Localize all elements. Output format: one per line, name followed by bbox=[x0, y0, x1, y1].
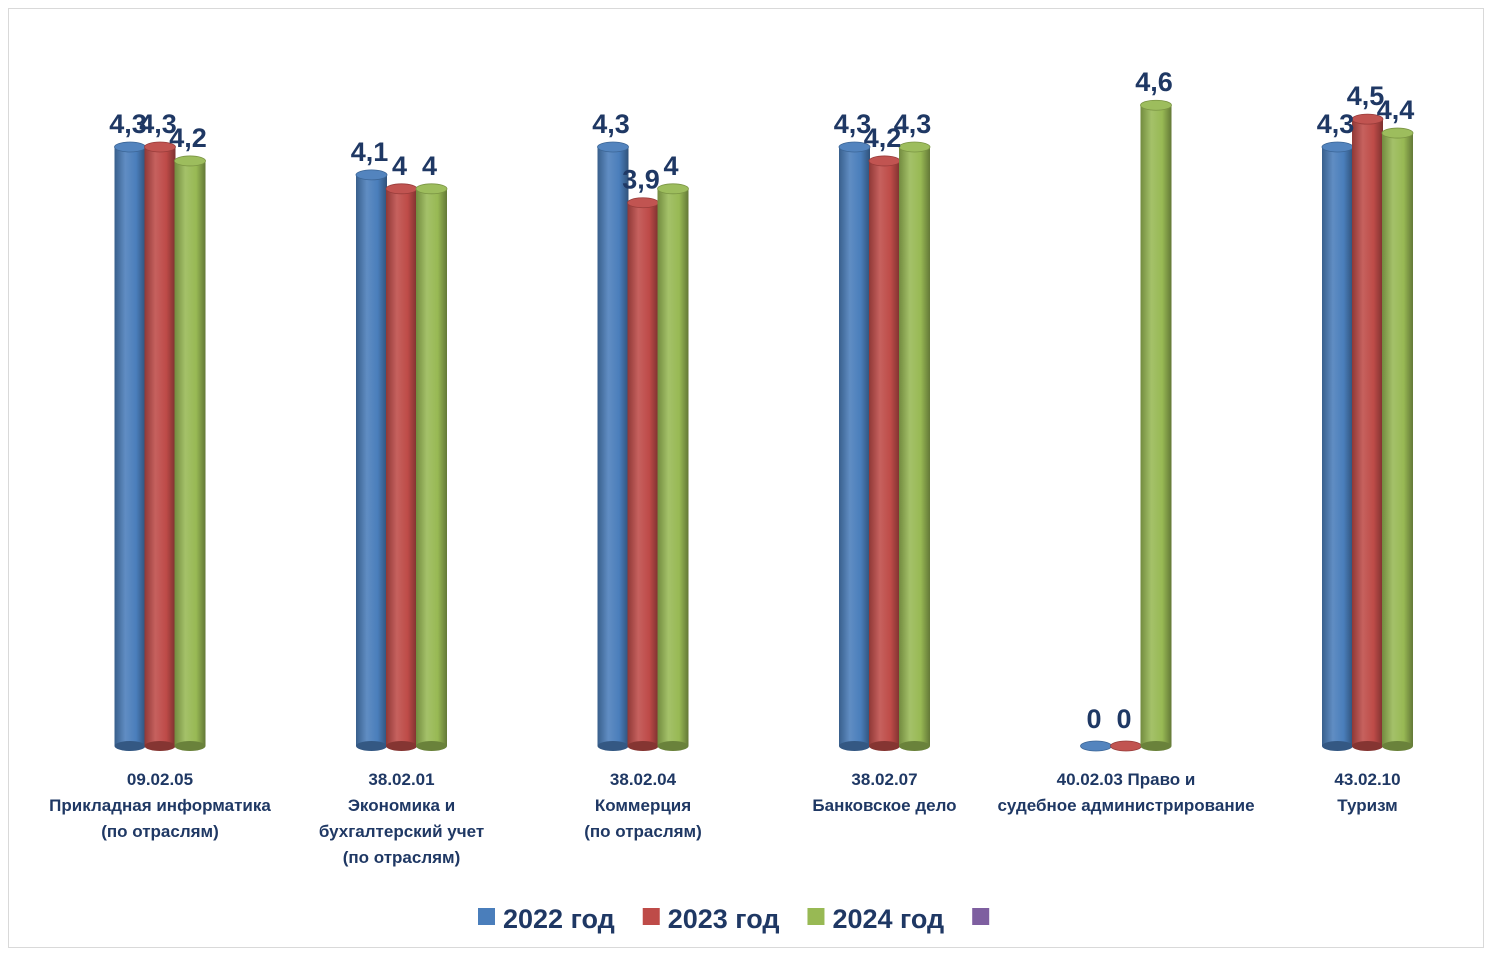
value-label-3-series-2: 3,9 bbox=[622, 165, 660, 195]
category-label-3: 38.02.04 Коммерция (по отраслям) bbox=[584, 770, 702, 841]
bar-5-series-1 bbox=[1080, 740, 1112, 752]
category-label-1: 09.02.05 Прикладная информатика (по отрасл… bbox=[49, 770, 271, 841]
value-label-5-series-1: 0 bbox=[1086, 704, 1101, 734]
bar-2-series-1 bbox=[355, 169, 388, 751]
bars-layer bbox=[114, 99, 1414, 752]
value-label-4-series-3: 4,3 bbox=[894, 109, 932, 139]
legend-label-2: 2023 год bbox=[668, 904, 780, 934]
category-labels-layer: 09.02.05 Прикладная информатика (по отрасл… bbox=[49, 770, 1400, 867]
legend-item-1: 2022 год bbox=[478, 904, 615, 934]
bar-1-series-1 bbox=[114, 141, 146, 751]
value-label-6-series-3: 4,4 bbox=[1377, 95, 1415, 125]
legend-item-2: 2023 год bbox=[642, 904, 780, 934]
value-labels-layer: 4,34,34,2 4,1 4 44,33,9 44,34,24,30 04,64,34,… bbox=[109, 67, 1414, 734]
chart-frame bbox=[8, 8, 1484, 948]
bar-3-series-2 bbox=[627, 197, 659, 751]
value-label-4-series-2: 4,2 bbox=[864, 123, 902, 153]
legend-item-3: 2024 год bbox=[807, 904, 944, 934]
bar-6-series-2 bbox=[1351, 113, 1384, 751]
bar-5-series-2 bbox=[1110, 740, 1142, 752]
bar-1-series-3 bbox=[174, 155, 206, 751]
category-label-2: 38.02.01 Экономика и бухгалтерский учет (по… bbox=[319, 770, 484, 867]
category-label-6: 43.02.10 Туризм bbox=[1334, 770, 1400, 815]
value-label-6-series-1: 4,3 bbox=[1317, 109, 1355, 139]
legend-swatch-2 bbox=[642, 908, 660, 925]
value-label-1-series-3: 4,2 bbox=[169, 123, 207, 153]
bar-6-series-1 bbox=[1321, 141, 1354, 751]
value-label-2-series-1: 4,1 bbox=[351, 137, 389, 167]
bar-4-series-2 bbox=[868, 155, 901, 751]
value-label-5-series-2: 0 bbox=[1116, 704, 1131, 734]
value-label-1-series-2: 4,3 bbox=[139, 109, 177, 139]
legend: 2022 год 2023 год 2024 год bbox=[478, 904, 990, 934]
bar-1-series-2 bbox=[144, 141, 176, 751]
bar-6-series-3 bbox=[1381, 127, 1414, 751]
legend-label-1: 2022 год bbox=[503, 904, 615, 934]
category-label-4: 38.02.07 Банковское дело bbox=[812, 770, 956, 815]
legend-label-3: 2024 год bbox=[832, 904, 944, 934]
bar-3-series-1 bbox=[597, 141, 629, 751]
value-label-3-series-3: 4 bbox=[663, 151, 678, 181]
bar-3-series-3 bbox=[657, 183, 689, 751]
bar-4-series-3 bbox=[898, 141, 931, 751]
value-label-2-series-2: 4 bbox=[392, 151, 407, 181]
legend-swatch-1 bbox=[478, 908, 495, 925]
bar-2-series-2 bbox=[385, 183, 418, 751]
bar-2-series-3 bbox=[415, 183, 448, 751]
value-label-4-series-1: 4,3 bbox=[834, 109, 872, 139]
value-label-5-series-3: 4,6 bbox=[1135, 67, 1173, 97]
value-label-6-series-2: 4,5 bbox=[1347, 81, 1385, 111]
category-label-5: 40.02.03 Право и судебное администрирован… bbox=[997, 770, 1254, 815]
bar-4-series-1 bbox=[838, 141, 871, 751]
legend-swatch-3 bbox=[807, 908, 825, 925]
value-label-1-series-1: 4,3 bbox=[109, 109, 147, 139]
bar-5-series-3 bbox=[1140, 99, 1172, 751]
legend-swatch-4 bbox=[972, 908, 990, 925]
value-label-3-series-1: 4,3 bbox=[592, 109, 630, 139]
legend-item-4 bbox=[972, 908, 990, 925]
value-label-2-series-3: 4 bbox=[422, 151, 437, 181]
